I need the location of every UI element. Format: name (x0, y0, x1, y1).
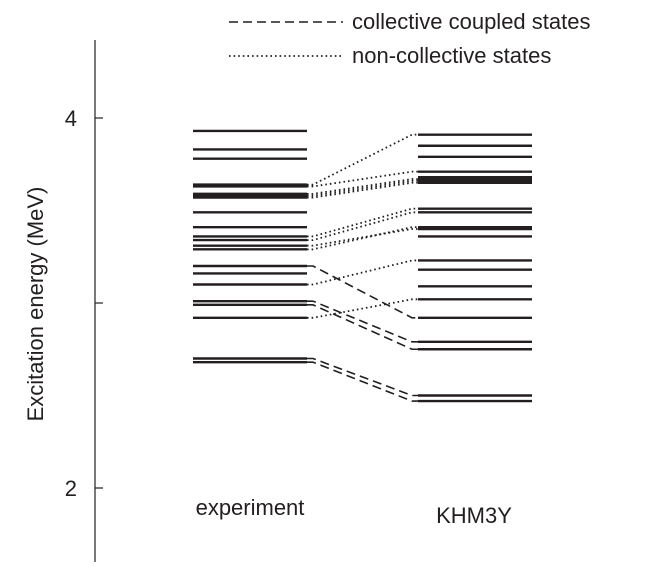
y-tick-label-4: 4 (65, 106, 77, 131)
dotted-connection-5 (307, 207, 418, 238)
legend-label-non-collective: non-collective states (352, 43, 551, 68)
dashed-connection-0 (307, 361, 418, 402)
dotted-connection-8 (307, 178, 418, 195)
dashed-connection-1 (307, 357, 418, 397)
connection-lines (307, 133, 418, 402)
dotted-connection-9 (307, 170, 418, 188)
dotted-connection-7 (307, 179, 418, 197)
y-axis-label: Excitation energy (MeV) (23, 187, 48, 422)
dashed-connection-2 (307, 304, 418, 351)
dotted-connection-10 (307, 133, 418, 186)
dotted-connection-3 (307, 228, 418, 247)
legend: collective coupled states non-collective… (229, 9, 590, 68)
dotted-connection-4 (307, 211, 418, 242)
dashed-connection-4 (307, 265, 418, 319)
column-label-khm3y: KHM3Y (436, 503, 512, 528)
energy-levels (193, 129, 532, 403)
column-label-experiment: experiment (196, 495, 305, 520)
y-tick-label-2: 2 (65, 476, 77, 501)
y-ticks: 24 (65, 106, 103, 501)
dashed-connection-3 (307, 300, 418, 343)
dotted-connection-0 (307, 298, 418, 319)
dotted-connection-6 (307, 181, 418, 199)
dotted-connection-2 (307, 226, 418, 251)
legend-label-collective: collective coupled states (352, 9, 590, 34)
dotted-connection-1 (307, 259, 418, 286)
